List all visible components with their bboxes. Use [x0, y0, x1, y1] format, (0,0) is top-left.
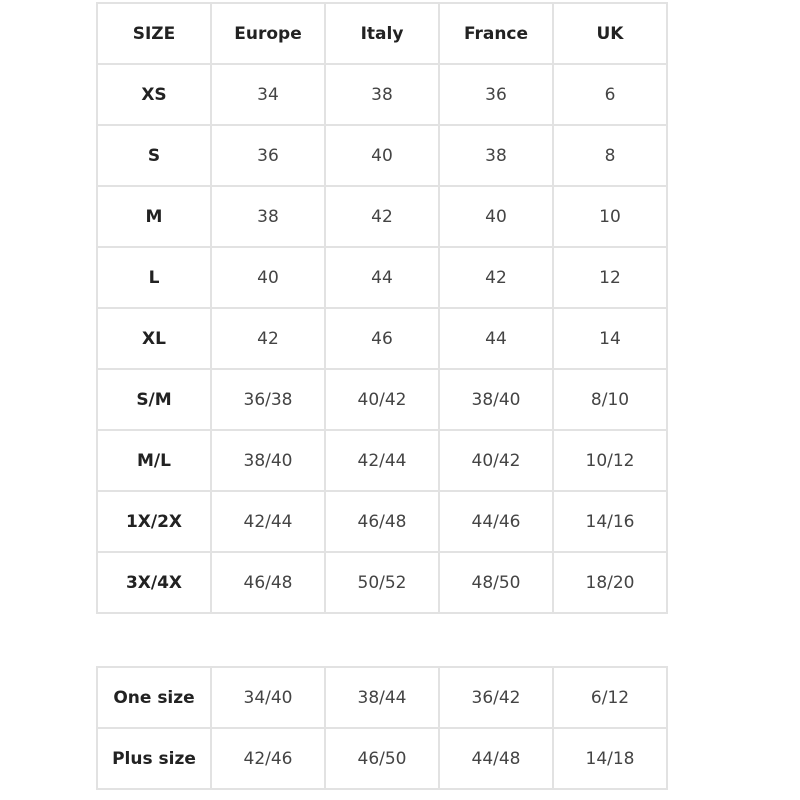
size-value-cell: 46	[324, 307, 440, 370]
size-value-cell: 42/46	[210, 727, 326, 790]
size-value-cell: 40	[438, 185, 554, 248]
column-header: UK	[552, 2, 668, 65]
size-value-cell: 14/18	[552, 727, 668, 790]
size-value-cell: 42	[210, 307, 326, 370]
size-value-cell: 40/42	[438, 429, 554, 492]
table-row: 3X/4X 46/48 50/52 48/50 18/20	[96, 551, 668, 614]
size-value-cell: 46/48	[324, 490, 440, 553]
size-value-cell: 44	[438, 307, 554, 370]
header-row: SIZE Europe Italy France UK	[96, 2, 668, 65]
size-value-cell: 12	[552, 246, 668, 309]
special-size-table: One size 34/40 38/44 36/42 6/12 Plus size 42/4…	[96, 666, 668, 790]
table-row: S 36 40 38 8	[96, 124, 668, 187]
column-header: SIZE	[96, 2, 212, 65]
size-label-cell: XS	[96, 63, 212, 126]
size-value-cell: 48/50	[438, 551, 554, 614]
size-value-cell: 34/40	[210, 666, 326, 729]
size-value-cell: 46/48	[210, 551, 326, 614]
table-row: XS 34 38 36 6	[96, 63, 668, 126]
size-value-cell: 14	[552, 307, 668, 370]
table-row: Plus size 42/46 46/50 44/48 14/18	[96, 727, 668, 790]
size-label-cell: 1X/2X	[96, 490, 212, 553]
size-value-cell: 40/42	[324, 368, 440, 431]
size-value-cell: 38	[324, 63, 440, 126]
size-value-cell: 42/44	[324, 429, 440, 492]
size-value-cell: 40	[210, 246, 326, 309]
size-value-cell: 40	[324, 124, 440, 187]
table-row: M/L 38/40 42/44 40/42 10/12	[96, 429, 668, 492]
size-label-cell: L	[96, 246, 212, 309]
size-label-cell: M/L	[96, 429, 212, 492]
size-value-cell: 38/44	[324, 666, 440, 729]
table-row: S/M 36/38 40/42 38/40 8/10	[96, 368, 668, 431]
column-header: Italy	[324, 2, 440, 65]
size-label-cell: S/M	[96, 368, 212, 431]
size-value-cell: 50/52	[324, 551, 440, 614]
size-label-cell: 3X/4X	[96, 551, 212, 614]
size-value-cell: 38	[438, 124, 554, 187]
size-value-cell: 10	[552, 185, 668, 248]
size-value-cell: 36	[438, 63, 554, 126]
size-value-cell: 36/38	[210, 368, 326, 431]
size-label-cell: XL	[96, 307, 212, 370]
size-value-cell: 42	[438, 246, 554, 309]
size-label-cell: M	[96, 185, 212, 248]
size-value-cell: 44/48	[438, 727, 554, 790]
size-value-cell: 8	[552, 124, 668, 187]
table-row: XL 42 46 44 14	[96, 307, 668, 370]
size-chart-table: SIZE Europe Italy France UK XS 34 38 36 6 S 36 40 38 8…	[96, 2, 668, 614]
size-value-cell: 34	[210, 63, 326, 126]
size-value-cell: 36/42	[438, 666, 554, 729]
table-row: 1X/2X 42/44 46/48 44/46 14/16	[96, 490, 668, 553]
size-value-cell: 14/16	[552, 490, 668, 553]
size-label-cell: One size	[96, 666, 212, 729]
size-value-cell: 38/40	[210, 429, 326, 492]
size-value-cell: 38/40	[438, 368, 554, 431]
size-value-cell: 38	[210, 185, 326, 248]
column-header: France	[438, 2, 554, 65]
size-value-cell: 6/12	[552, 666, 668, 729]
size-value-cell: 42/44	[210, 490, 326, 553]
size-value-cell: 46/50	[324, 727, 440, 790]
size-value-cell: 44	[324, 246, 440, 309]
size-value-cell: 36	[210, 124, 326, 187]
size-label-cell: Plus size	[96, 727, 212, 790]
size-value-cell: 8/10	[552, 368, 668, 431]
size-value-cell: 10/12	[552, 429, 668, 492]
table-row: L 40 44 42 12	[96, 246, 668, 309]
size-value-cell: 44/46	[438, 490, 554, 553]
column-header: Europe	[210, 2, 326, 65]
size-value-cell: 42	[324, 185, 440, 248]
size-value-cell: 18/20	[552, 551, 668, 614]
size-label-cell: S	[96, 124, 212, 187]
size-value-cell: 6	[552, 63, 668, 126]
table-row: One size 34/40 38/44 36/42 6/12	[96, 666, 668, 729]
table-row: M 38 42 40 10	[96, 185, 668, 248]
